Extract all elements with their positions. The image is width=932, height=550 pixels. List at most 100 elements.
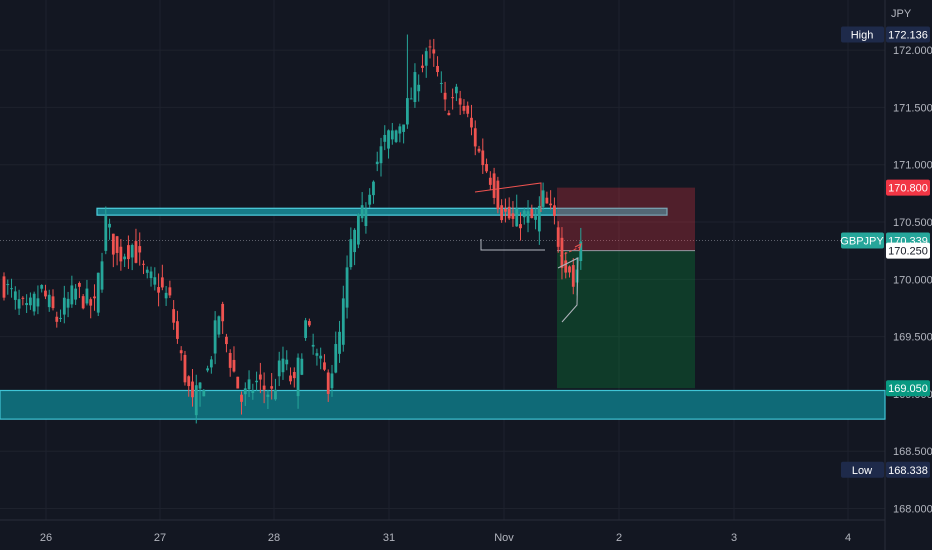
candle-body (296, 357, 300, 397)
candle-body (579, 241, 583, 262)
arrow-icon (574, 243, 582, 252)
take-profit-area[interactable] (557, 250, 695, 389)
candle-body (81, 296, 85, 309)
candle-body (356, 214, 360, 245)
price-axis[interactable]: 172.000 171.500 171.000 170.500 170.000 169.5… (840, 8, 932, 516)
candle-body (206, 368, 209, 371)
high-badge[interactable] (886, 26, 930, 43)
high-badge-text: 172.136 (888, 30, 928, 42)
candle-body (330, 373, 334, 389)
candle-body (553, 205, 556, 216)
candle-body (66, 298, 70, 308)
candle-body (485, 164, 488, 172)
low-badge-text: 168.338 (888, 465, 928, 477)
candle-body (398, 126, 402, 134)
candle-body (127, 245, 130, 260)
candle-body (209, 359, 213, 368)
candle-body (530, 208, 534, 219)
candle-body (70, 285, 74, 305)
candle-body (168, 287, 172, 296)
candle-body (157, 287, 160, 293)
candle-body (115, 236, 119, 253)
candle-body (571, 265, 575, 287)
last-price-badge-label: GBPJPY (840, 235, 884, 247)
candle-body (417, 84, 421, 92)
candle-body (436, 66, 439, 73)
take-profit-badge[interactable] (886, 380, 930, 397)
y-tick-label: 170.000 (893, 274, 932, 286)
candle-body (44, 290, 47, 297)
candle-body (172, 309, 176, 323)
candle-body (142, 263, 145, 265)
candle-body (492, 173, 496, 198)
stop-loss-badge[interactable] (886, 179, 930, 196)
candle-body (134, 241, 138, 263)
candle-body (160, 277, 164, 288)
y-tick-label: 171.000 (893, 160, 932, 172)
candle-body (111, 233, 115, 255)
candle-body (47, 294, 51, 308)
candle-body (470, 117, 473, 128)
candle-body (51, 296, 55, 309)
y-tick-label: 168.500 (893, 446, 932, 458)
candle-body (217, 316, 221, 335)
candle-body (198, 382, 202, 389)
candle-body (270, 386, 274, 389)
candle-body (13, 291, 17, 300)
candle-body (394, 130, 398, 142)
candle-body (323, 362, 326, 370)
candle-body (191, 381, 194, 398)
candle-body (451, 97, 455, 99)
candle-body (104, 215, 108, 251)
candle-body (187, 376, 191, 387)
x-tick-label: 27 (154, 532, 166, 544)
candle-body (225, 336, 228, 345)
candle-body (285, 359, 289, 365)
candle-body (409, 98, 413, 100)
candle-body (564, 260, 568, 273)
candle-body (526, 211, 530, 223)
candle-body (176, 321, 179, 339)
candle-body (55, 316, 59, 322)
candle-body (500, 205, 504, 221)
candle-body (326, 372, 330, 394)
candle-body (85, 288, 89, 304)
candle-body (319, 355, 323, 359)
candle-body (292, 372, 296, 379)
wedge-upper-line (474, 182, 542, 212)
x-tick-label: 3 (731, 532, 737, 544)
candle-body (164, 292, 168, 299)
take-profit-badge-text: 169.050 (888, 383, 928, 395)
candle-body (568, 266, 571, 273)
candle-body (300, 358, 304, 375)
candles (2, 34, 583, 424)
candle-body (6, 284, 10, 286)
candle-body (40, 285, 44, 289)
candle-body (59, 317, 62, 319)
x-tick-label: 4 (845, 532, 851, 544)
candle-body (488, 177, 492, 185)
candle-body (145, 269, 149, 273)
candle-body (549, 203, 553, 206)
stop-loss-badge-text: 170.800 (888, 183, 928, 195)
time-axis[interactable]: 26 27 28 31 Nov 2 3 4 (40, 532, 851, 544)
entry-badge[interactable] (886, 242, 930, 259)
candle-body (334, 344, 338, 373)
candle-body (28, 297, 32, 306)
candle-body (307, 321, 311, 326)
stop-loss-area[interactable] (557, 187, 695, 251)
position-tool[interactable] (557, 187, 695, 389)
candle-body (345, 267, 349, 308)
y-tick-label: 170.500 (893, 217, 932, 229)
candle-body (522, 210, 526, 218)
candle-body (439, 82, 443, 84)
x-tick-label: 31 (383, 532, 395, 544)
candle-body (228, 352, 232, 368)
high-badge-label: High (851, 30, 874, 42)
candle-body (100, 261, 104, 290)
low-badge[interactable] (886, 461, 930, 478)
x-tick-label: 2 (616, 532, 622, 544)
low-badge-label-bg (841, 461, 884, 478)
candle-body (560, 237, 564, 268)
